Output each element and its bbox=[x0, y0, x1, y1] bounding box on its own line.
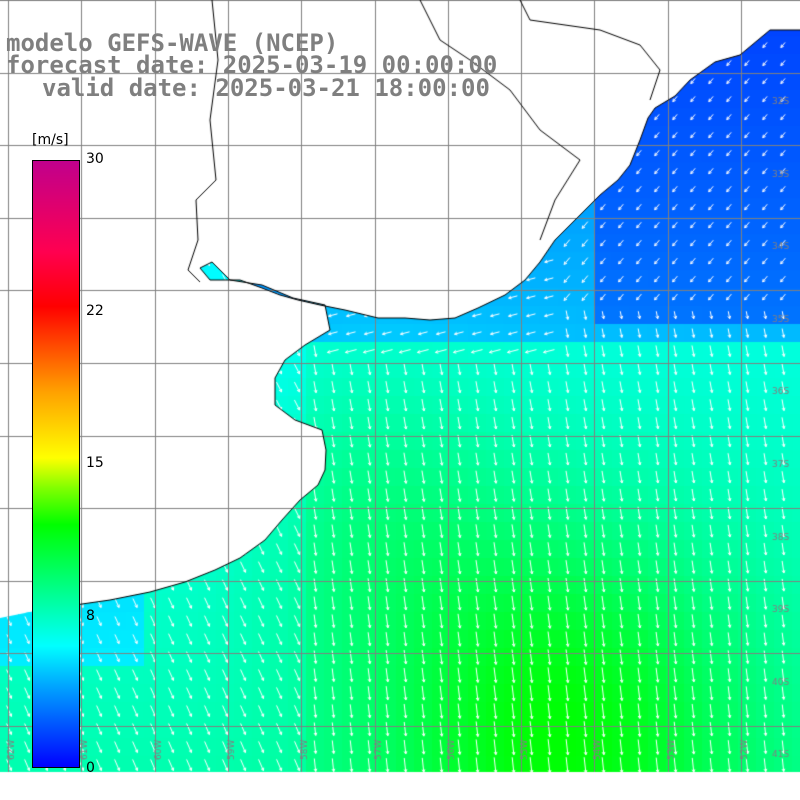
legend-tick-15: 15 bbox=[86, 455, 104, 471]
legend-tick-0: 0 bbox=[86, 760, 95, 776]
legend-tick-30: 30 bbox=[86, 151, 104, 167]
model-title: modelo GEFS-WAVE (NCEP) bbox=[6, 29, 339, 57]
legend-unit: [m/s] bbox=[32, 132, 69, 148]
valid-date: valid date: 2025-03-21 18:00:00 bbox=[42, 74, 490, 102]
forecast-date: forecast date: 2025-03-19 00:00:00 bbox=[6, 51, 498, 79]
color-scale-bar bbox=[32, 160, 80, 768]
legend-tick-8: 8 bbox=[86, 608, 95, 624]
legend-tick-22: 22 bbox=[86, 303, 104, 319]
